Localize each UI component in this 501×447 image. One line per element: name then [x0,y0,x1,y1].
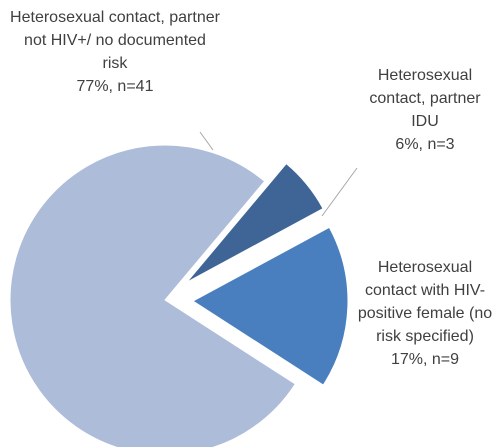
category: Heterosexual contact with HIV-positive f… [357,259,493,345]
slice [9,144,296,447]
slice [191,226,349,386]
category: Heterosexual contact, partner not HIV+/ … [10,9,220,72]
value-label: 77%, n=41 [76,78,154,95]
slice [186,162,324,283]
slice-label: Heterosexual contact with HIV-positive f… [355,256,495,371]
leader-line [321,167,358,217]
value-label: 6%, n=3 [395,136,455,153]
slice-label: Heterosexual contact, partner IDU 6%, n=… [355,64,495,156]
leader-line [199,131,214,151]
slice-label: Heterosexual contact, partner not HIV+/ … [10,6,220,98]
category: Heterosexual contact, partner IDU [369,67,481,130]
value-label: 17%, n=9 [390,351,460,368]
